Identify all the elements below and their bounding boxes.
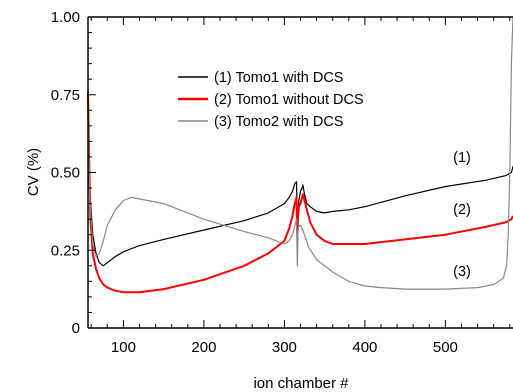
x-axis-label: ion chamber # (253, 375, 349, 392)
y-tick-label: 0.75 (51, 87, 80, 104)
x-tick-label: 500 (433, 339, 458, 356)
series-annotation-3: (3) (453, 264, 471, 280)
series-line-3 (87, 16, 513, 290)
legend-label-3: (3) Tomo2 with DCS (214, 114, 343, 130)
x-tick-label: 300 (272, 339, 297, 356)
y-tick-label: 1.00 (51, 9, 80, 26)
y-axis-label: CV (%) (25, 148, 42, 196)
legend-label-2: (2) Tomo1 without DCS (214, 92, 364, 108)
y-tick-label: 0.50 (51, 165, 80, 182)
y-tick-label: 0.25 (51, 242, 80, 259)
legend: (1) Tomo1 with DCS (2) Tomo1 without DCS (… (178, 70, 364, 130)
x-tick-label: 200 (191, 339, 216, 356)
axes-layer: 0 0.25 0.50 0.75 1.00 100 200 300 400 500 (51, 9, 513, 356)
x-tick-label: 100 (111, 339, 136, 356)
series-annotations: (1) (2) (3) (453, 150, 471, 280)
legend-label-1: (1) Tomo1 with DCS (214, 70, 343, 86)
y-tick-label: 0 (72, 320, 80, 337)
x-tick-label: 400 (352, 339, 377, 356)
series-layer (87, 16, 513, 294)
series-line-1 (87, 110, 513, 267)
series-annotation-2: (2) (453, 202, 471, 218)
series-annotation-1: (1) (453, 150, 471, 166)
series-line-2 (87, 91, 513, 294)
